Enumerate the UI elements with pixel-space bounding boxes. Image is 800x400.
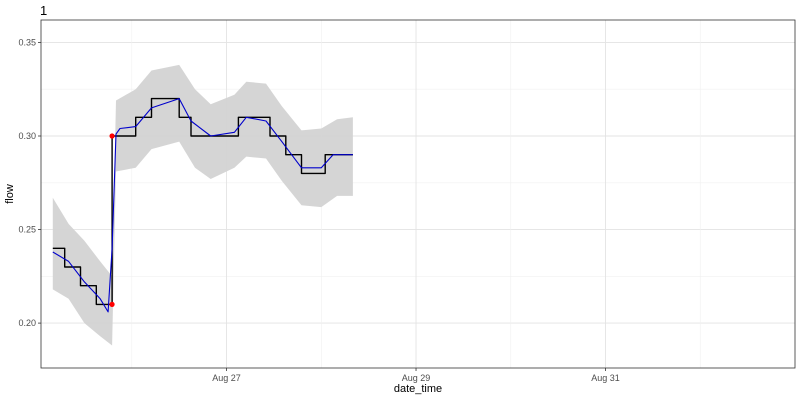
x-tick-label: Aug 27 <box>212 373 241 383</box>
y-tick-label: 0.30 <box>18 131 36 141</box>
chart-title: 1 <box>40 3 47 18</box>
change-point <box>109 301 115 307</box>
y-tick-label: 0.25 <box>18 225 36 235</box>
y-tick-label: 0.35 <box>18 37 36 47</box>
x-tick-label: Aug 31 <box>591 373 620 383</box>
data-layer <box>52 64 353 346</box>
x-tick-label: Aug 29 <box>402 373 431 383</box>
fitted-series-line <box>52 98 353 313</box>
change-point <box>109 133 115 139</box>
panel-border <box>40 19 796 369</box>
y-axis-title: flow <box>4 184 16 204</box>
x-axis-title: date_time <box>394 383 442 395</box>
axes: 0.20 0.25 0.30 0.35 Aug 27 Aug 29 Aug 31 <box>18 19 796 383</box>
confidence-band <box>52 64 353 346</box>
y-tick-label: 0.20 <box>18 318 36 328</box>
